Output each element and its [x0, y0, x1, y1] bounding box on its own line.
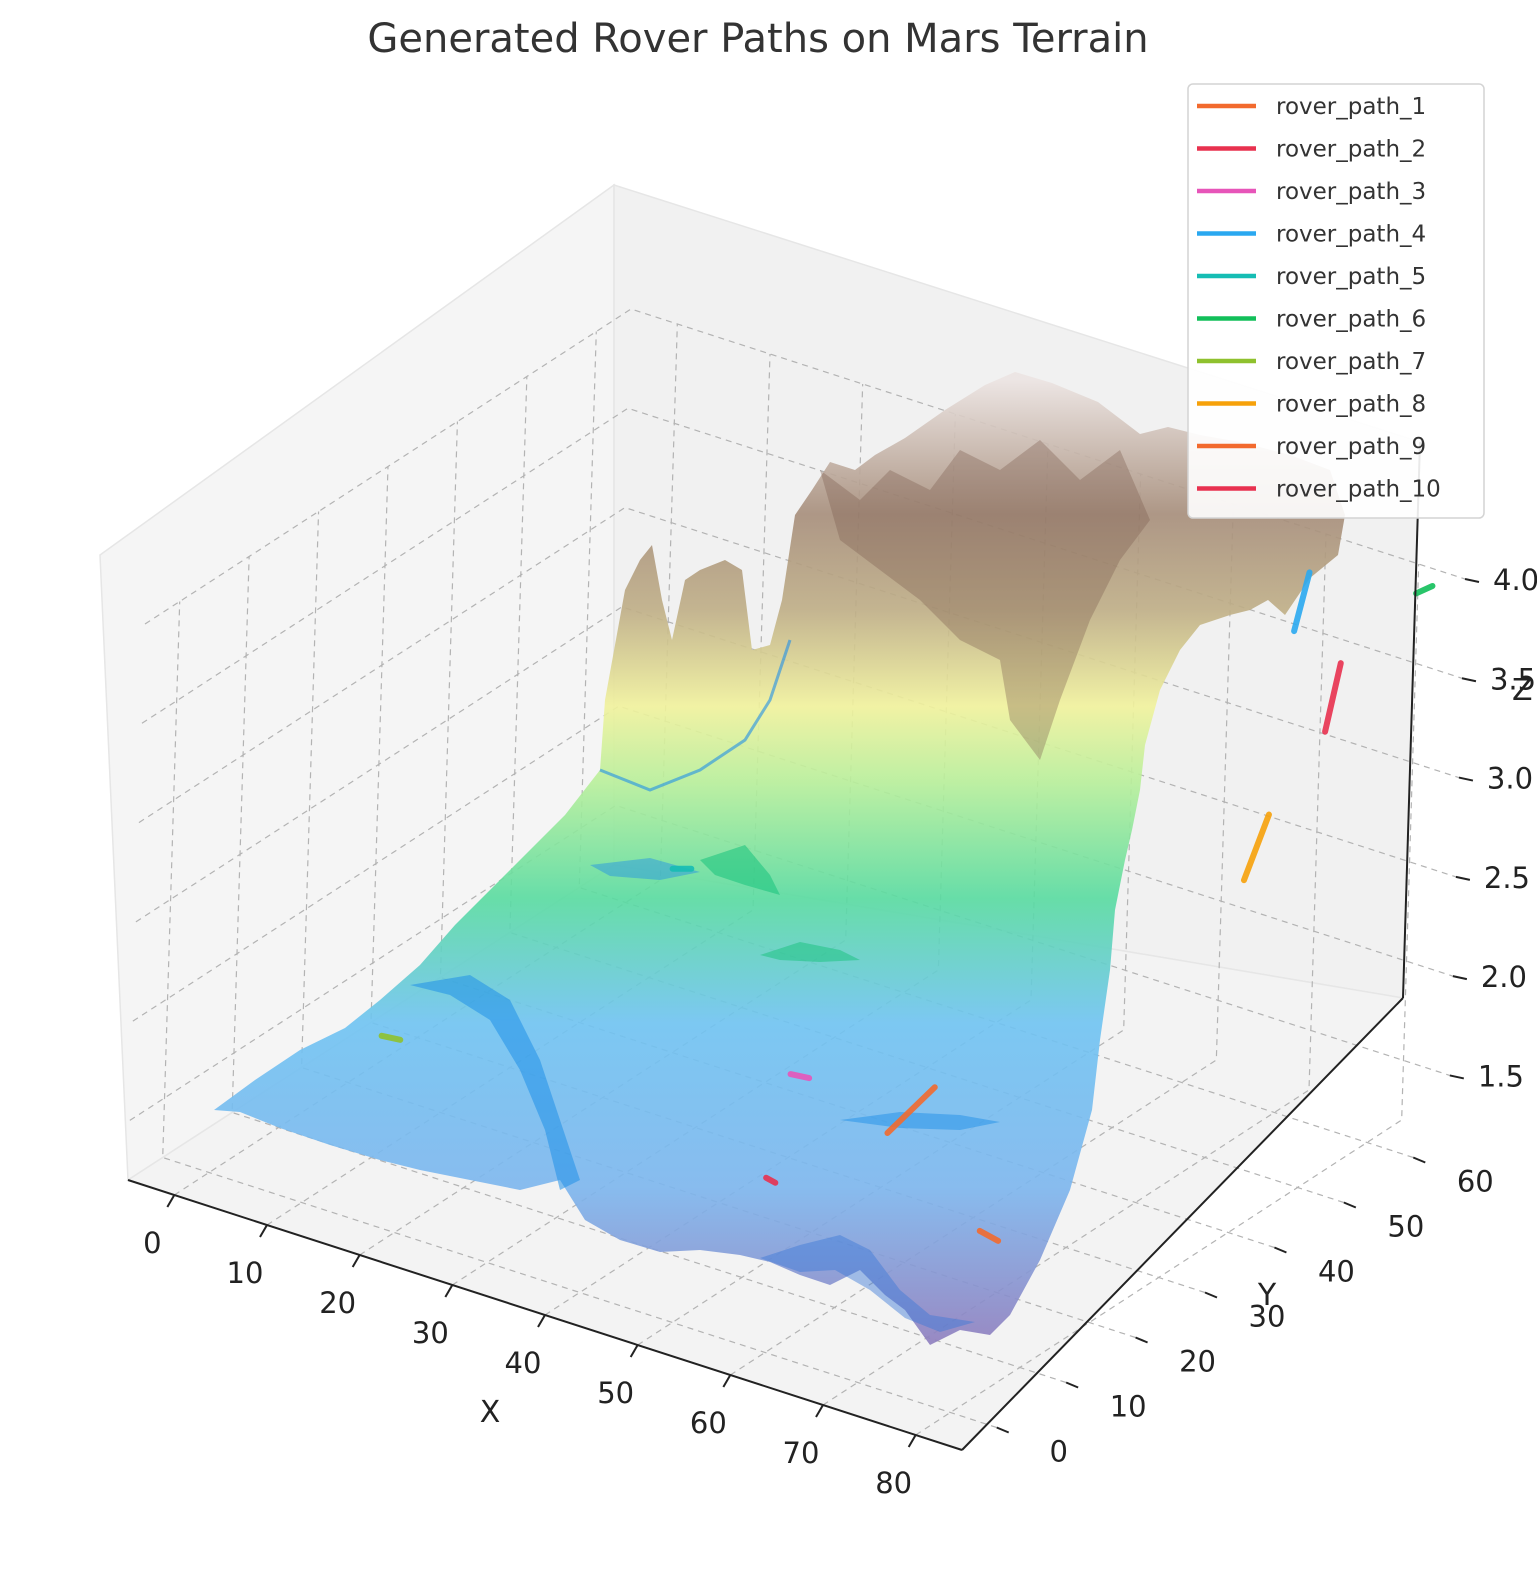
legend-label: rover_path_2	[1276, 137, 1426, 163]
x-tick-mark	[538, 1315, 545, 1327]
legend-label: rover_path_9	[1276, 434, 1426, 460]
y-tick-mark	[1413, 1158, 1425, 1163]
legend-label: rover_path_5	[1276, 264, 1426, 290]
z-tick-mark	[1465, 579, 1479, 582]
z-tick-label: 2.0	[1481, 960, 1527, 994]
z-axis-label: Z	[1512, 673, 1533, 708]
legend-label: rover_path_8	[1276, 392, 1426, 418]
y-axis-label: Y	[1257, 1278, 1277, 1313]
legend-label: rover_path_7	[1276, 349, 1426, 375]
x-tick-label: 0	[143, 1226, 161, 1260]
y-tick-label: 50	[1387, 1210, 1424, 1244]
legend-label: rover_path_4	[1276, 222, 1426, 248]
y-tick-mark	[997, 1428, 1009, 1433]
z-tick-label: 3.0	[1487, 762, 1533, 796]
y-tick-mark	[1136, 1338, 1148, 1343]
x-tick-label: 70	[783, 1436, 820, 1470]
z-tick-label: 1.5	[1478, 1059, 1524, 1093]
y-tick-label: 60	[1457, 1165, 1494, 1199]
y-tick-label: 10	[1110, 1390, 1147, 1424]
y-tick-mark	[1274, 1248, 1286, 1253]
legend-label: rover_path_3	[1276, 179, 1426, 205]
x-tick-label: 40	[505, 1346, 542, 1380]
y-tick-mark	[1344, 1203, 1356, 1208]
x-tick-mark	[260, 1225, 267, 1237]
z-tick-mark	[1462, 678, 1476, 681]
z-tick-label: 2.5	[1484, 861, 1530, 895]
x-tick-mark	[353, 1255, 360, 1267]
x-tick-mark	[445, 1285, 452, 1297]
x-tick-label: 20	[319, 1286, 356, 1320]
y-tick-label: 0	[1049, 1435, 1067, 1469]
x-tick-label: 50	[597, 1376, 634, 1410]
y-tick-mark	[1205, 1293, 1217, 1298]
y-tick-label: 40	[1318, 1255, 1355, 1289]
z-tick-mark	[1459, 778, 1473, 781]
x-tick-label: 30	[412, 1316, 449, 1350]
x-tick-mark	[631, 1345, 638, 1357]
z-tick-label: 4.0	[1493, 563, 1537, 597]
x-tick-mark	[167, 1195, 174, 1207]
rover-path-line	[382, 1036, 401, 1040]
x-tick-label: 10	[227, 1256, 264, 1290]
z-tick-mark	[1450, 1075, 1464, 1078]
legend-label: rover_path_10	[1276, 477, 1441, 503]
x-axis-label: X	[480, 1395, 501, 1430]
legend-label: rover_path_1	[1276, 94, 1426, 120]
z-tick-mark	[1456, 877, 1470, 880]
legend: rover_path_1 rover_path_2 rover_path_3rove…	[1188, 84, 1484, 518]
y-tick-mark	[1066, 1383, 1078, 1388]
x-tick-label: 80	[875, 1466, 912, 1500]
x-tick-mark	[909, 1435, 916, 1447]
legend-label: rover_path_6	[1276, 307, 1426, 333]
y-tick-label: 20	[1179, 1345, 1216, 1379]
rover-path-line	[791, 1074, 810, 1078]
z-tick-mark	[1453, 976, 1467, 979]
x-tick-mark	[723, 1375, 730, 1387]
chart-title: Generated Rover Paths on Mars Terrain	[367, 16, 1148, 62]
x-tick-label: 60	[690, 1406, 727, 1440]
x-tick-mark	[816, 1405, 823, 1417]
